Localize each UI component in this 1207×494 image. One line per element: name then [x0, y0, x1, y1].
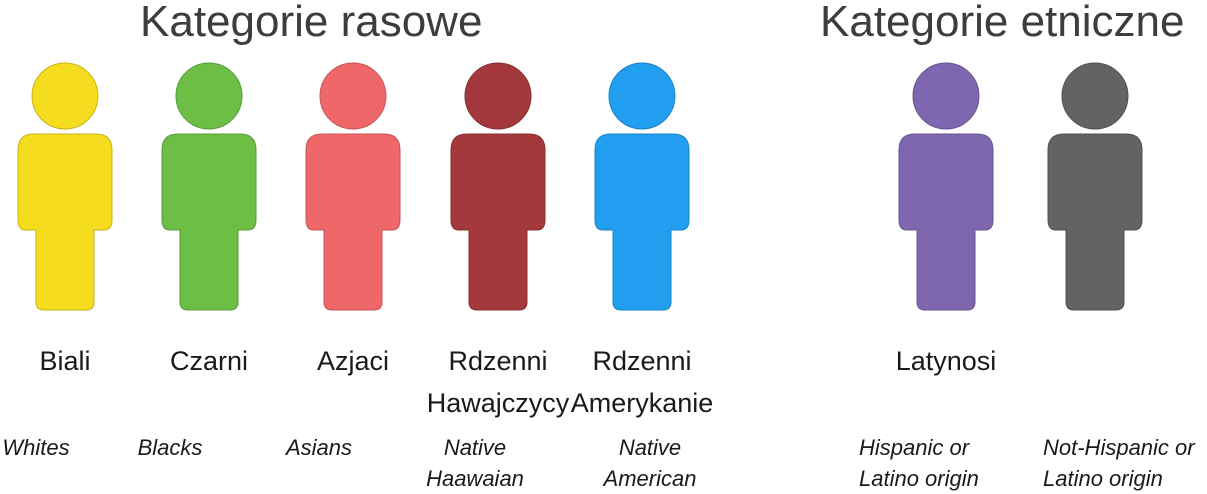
person-icon [898, 62, 994, 311]
english-category-label: Asians [219, 432, 419, 463]
person-head [608, 62, 676, 130]
person-icon [450, 62, 546, 311]
polish-label-line: Azjaci [316, 346, 390, 376]
person-body [898, 133, 994, 311]
polish-label-line: Biali [39, 346, 91, 376]
polish-label-line: Latynosi [895, 346, 997, 376]
english-label-line: Asians [285, 435, 353, 460]
english-label-line: Haawaian [426, 466, 524, 491]
person-body [594, 133, 690, 311]
english-category-label: Not-Hispanic or Latino origin [1043, 432, 1207, 494]
person-head [175, 62, 243, 130]
english-category-label: Blacks [70, 432, 270, 463]
english-category-label: Native Haawaian [375, 432, 575, 494]
english-category-label: Hispanic or Latino origin [859, 432, 1059, 494]
person-body [450, 133, 546, 311]
person-head [319, 62, 387, 130]
polish-label-line: Hawajczycy [426, 388, 570, 418]
polish-label-line: Czarni [169, 346, 249, 376]
polish-category-label: Rdzenni Hawajczycy [398, 340, 598, 424]
english-label-line: Hispanic or [859, 435, 970, 460]
person-icon [17, 62, 113, 311]
english-category-label: Whites [0, 432, 136, 463]
english-label-line: Blacks [137, 435, 203, 460]
english-label-line: Latino origin [1043, 466, 1163, 491]
person-figure [17, 62, 113, 312]
person-figure [305, 62, 401, 312]
person-figure [161, 62, 257, 312]
person-body [305, 133, 401, 311]
person-body [161, 133, 257, 311]
person-figure [450, 62, 546, 312]
polish-category-label: Czarni [109, 340, 309, 382]
person-icon [1047, 62, 1143, 311]
person-icon [594, 62, 690, 311]
person-head [31, 62, 99, 130]
person-body [17, 133, 113, 311]
polish-label-line: Amerykanie [570, 388, 714, 418]
english-label-line: Not-Hispanic or [1043, 435, 1195, 460]
person-head [1061, 62, 1129, 130]
polish-category-label: Biali [0, 340, 165, 382]
person-body [1047, 133, 1143, 311]
english-label-line: Whites [2, 435, 70, 460]
person-icon [305, 62, 401, 311]
ethnic-categories-heading: Kategorie etniczne [820, 0, 1185, 46]
polish-label-line: Rdzenni [592, 346, 692, 376]
english-label-line: Latino origin [859, 466, 979, 491]
polish-category-label: Rdzenni Amerykanie [542, 340, 742, 424]
polish-category-label: Latynosi [846, 340, 1046, 382]
person-head [912, 62, 980, 130]
polish-category-label: Azjaci [253, 340, 453, 382]
person-figure [594, 62, 690, 312]
english-category-label: Native American [550, 432, 750, 494]
person-icon [161, 62, 257, 311]
english-label-line: Native [618, 435, 682, 460]
person-figure [1047, 62, 1143, 312]
racial-categories-heading: Kategorie rasowe [140, 0, 483, 46]
polish-label-line: Rdzenni [448, 346, 548, 376]
person-figure [898, 62, 994, 312]
english-label-line: Native [443, 435, 507, 460]
english-label-line: American [603, 466, 697, 491]
person-head [464, 62, 532, 130]
